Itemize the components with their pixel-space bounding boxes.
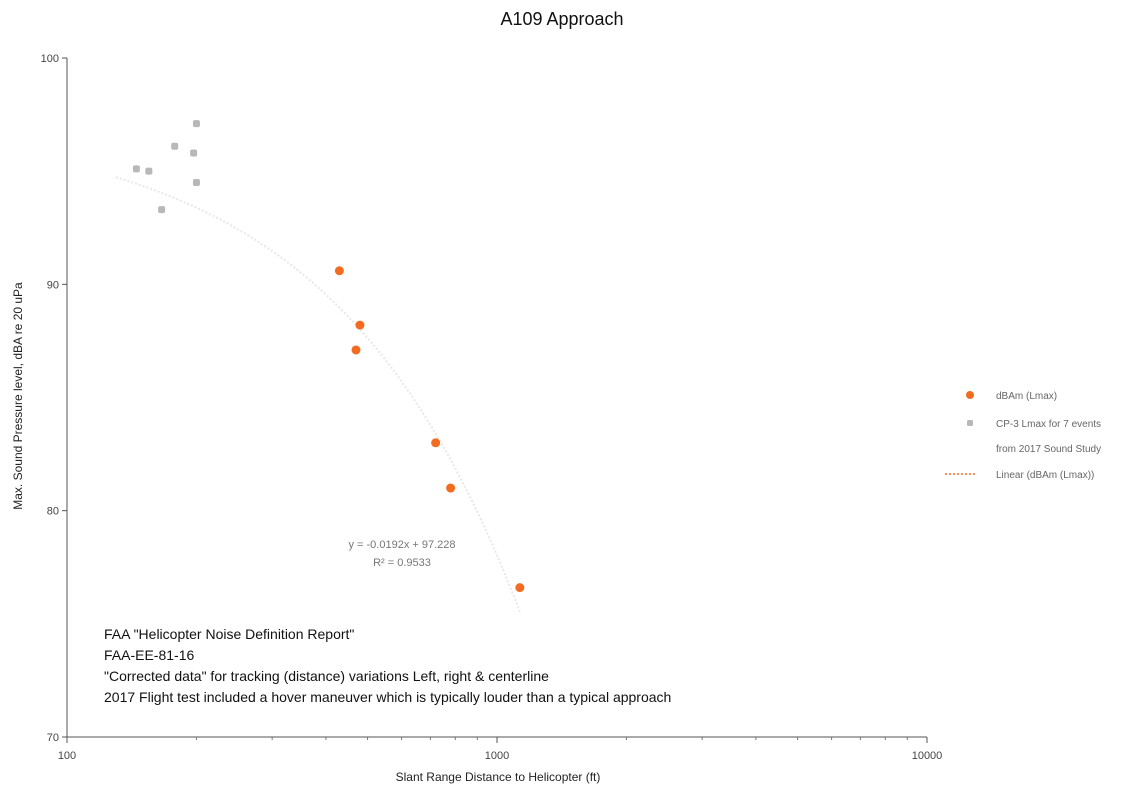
data-points: [132, 120, 525, 593]
data-point-cp3: [171, 142, 179, 150]
note-line-4: 2017 Flight test included a hover maneuv…: [104, 689, 672, 705]
x-tick-label: 1000: [485, 750, 509, 762]
data-point-dbam: [334, 266, 344, 276]
data-point-cp3: [190, 149, 198, 157]
trend-r-squared: R² = 0.9533: [373, 557, 431, 569]
data-point-cp3: [192, 120, 200, 128]
y-tick-label: 80: [47, 506, 59, 518]
note-line-2: FAA-EE-81-16: [104, 647, 195, 663]
trend-equation: y = -0.0192x + 97.228: [348, 539, 455, 551]
data-point-dbam: [446, 483, 456, 493]
axes: 70 80 90 100 100 1000 10000: [41, 53, 943, 762]
data-point-dbam: [515, 583, 525, 593]
y-tick-label: 100: [41, 53, 59, 65]
x-tick-label: 10000: [912, 750, 943, 762]
legend-label: CP-3 Lmax for 7 events: [996, 419, 1101, 430]
legend-label: Linear (dBAm (Lmax)): [996, 470, 1094, 481]
x-axis-label: Slant Range Distance to Helicopter (ft): [396, 770, 601, 784]
legend: dBAm (Lmax) CP-3 Lmax for 7 events from 20…: [945, 391, 1101, 481]
data-point-dbam: [355, 320, 365, 330]
y-axis-label: Max. Sound Pressure level, dBA re 20 uPa: [11, 282, 25, 510]
data-point-cp3: [192, 178, 200, 186]
legend-label: from 2017 Sound Study: [996, 444, 1101, 455]
y-tick-label: 90: [47, 279, 59, 291]
data-point-dbam: [431, 438, 441, 448]
trendline: [115, 176, 521, 613]
data-point-dbam: [351, 345, 361, 355]
data-point-cp3: [132, 165, 140, 173]
legend-marker-cp3: [967, 420, 973, 426]
note-line-1: FAA "Helicopter Noise Definition Report": [104, 626, 355, 642]
x-tick-label: 100: [58, 750, 76, 762]
chart-title: A109 Approach: [500, 9, 623, 29]
data-point-cp3: [158, 206, 166, 214]
trendline-group: [115, 176, 521, 613]
data-point-cp3: [145, 167, 153, 175]
y-tick-label: 70: [47, 732, 59, 744]
note-line-3: "Corrected data" for tracking (distance)…: [104, 668, 549, 684]
legend-label: dBAm (Lmax): [996, 391, 1057, 402]
legend-marker-dbam: [966, 391, 974, 399]
